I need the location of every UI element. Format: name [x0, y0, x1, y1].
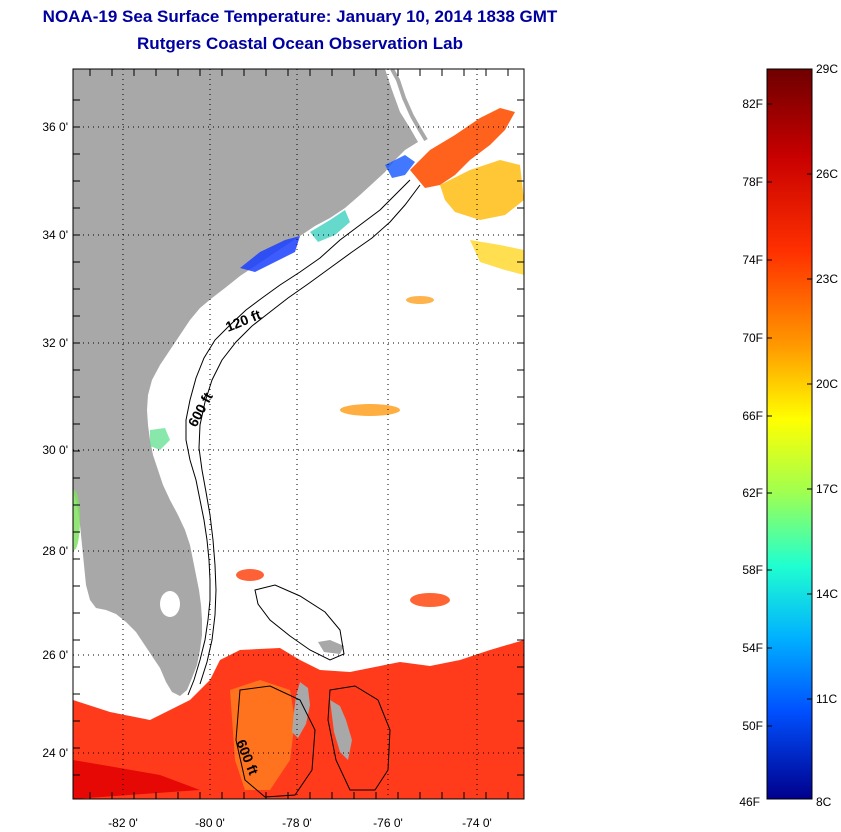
cb-f-58: 58F [742, 563, 763, 577]
cb-f-66: 66F [742, 409, 763, 423]
isobath-bahamas-3 [327, 685, 391, 791]
cb-c-11: 11C [816, 692, 837, 706]
cb-f-46: 46F [739, 795, 760, 809]
lat-label-26: 26 0' [42, 648, 68, 662]
map-frame [72, 68, 525, 800]
bahamas-grand-bahama [318, 640, 344, 654]
sst-warm-red-bottom [73, 760, 200, 799]
map-ticks [73, 69, 524, 799]
lat-label-30: 30 0' [42, 443, 68, 457]
colorbar [766, 68, 813, 800]
map-subtitle: Rutgers Coastal Ocean Observation Lab [137, 34, 463, 53]
sst-coastal-cold-2 [385, 155, 415, 178]
cb-c-23: 23C [816, 272, 838, 286]
sst-patch-offshore-4 [410, 593, 450, 607]
sst-coastal-cold [240, 236, 300, 272]
cb-c-14: 14C [816, 587, 838, 601]
sst-patch-offshore-2 [406, 296, 434, 304]
bahamas-eleuthera-top [330, 700, 352, 760]
colorbar-ticks [767, 103, 812, 727]
lon-label-76: -76 0' [373, 816, 403, 830]
cb-f-62: 62F [742, 486, 763, 500]
sst-patch-offshore-3 [236, 569, 264, 581]
lon-label-82: -82 0' [108, 816, 138, 830]
cb-f-74: 74F [742, 253, 763, 267]
isobath-bahamas-1 [254, 584, 345, 661]
cb-f-50: 50F [742, 719, 763, 733]
isobath-600ft [198, 184, 421, 685]
cb-f-70: 70F [742, 331, 763, 345]
sst-warm-orange [230, 680, 295, 790]
isobath-120ft [185, 179, 411, 696]
lat-label-34: 34 0' [42, 228, 68, 242]
graticule [73, 69, 524, 799]
lat-label-32: 32 0' [42, 336, 68, 350]
lon-label-80: -80 0' [195, 816, 225, 830]
cb-f-82: 82F [742, 97, 763, 111]
lake-okeechobee [160, 591, 180, 617]
lat-label-36: 36 0' [42, 120, 68, 134]
sst-coastal-green [150, 428, 170, 450]
sst-patch-hatteras [410, 108, 515, 188]
sst-patch-gulf-west [73, 490, 80, 550]
sst-coastal-teal [310, 210, 350, 242]
cb-f-54: 54F [742, 641, 763, 655]
colorbar-f-labels: 82F 78F 74F 70F 66F 62F 58F 54F 50F 46F [739, 97, 763, 809]
isobath-bahamas-2 [235, 685, 316, 798]
colorbar-c-labels: 29C 26C 23C 20C 17C 14C 11C 8C [816, 62, 838, 809]
sst-patch-offshore-1 [340, 404, 400, 416]
cb-c-29: 29C [816, 62, 838, 76]
lat-labels: 36 0' 34 0' 32 0' 30 0' 28 0' 26 0' 24 0… [42, 120, 68, 760]
cb-c-8: 8C [816, 795, 832, 809]
cb-f-78: 78F [742, 175, 763, 189]
lon-label-78: -78 0' [282, 816, 312, 830]
cb-c-20: 20C [816, 377, 838, 391]
land-mainland [73, 69, 418, 696]
sst-patch-hatteras-yellow [440, 160, 524, 220]
map-title: NOAA-19 Sea Surface Temperature: January… [42, 7, 558, 26]
lat-label-24: 24 0' [42, 746, 68, 760]
lon-labels: -82 0' -80 0' -78 0' -76 0' -74 0' [108, 816, 492, 830]
cb-c-26: 26C [816, 167, 838, 181]
sst-patch-east-yellow [470, 240, 524, 275]
outer-banks [390, 69, 428, 142]
lon-label-74: -74 0' [462, 816, 492, 830]
cb-c-17: 17C [816, 482, 838, 496]
lat-label-28: 28 0' [42, 544, 68, 558]
